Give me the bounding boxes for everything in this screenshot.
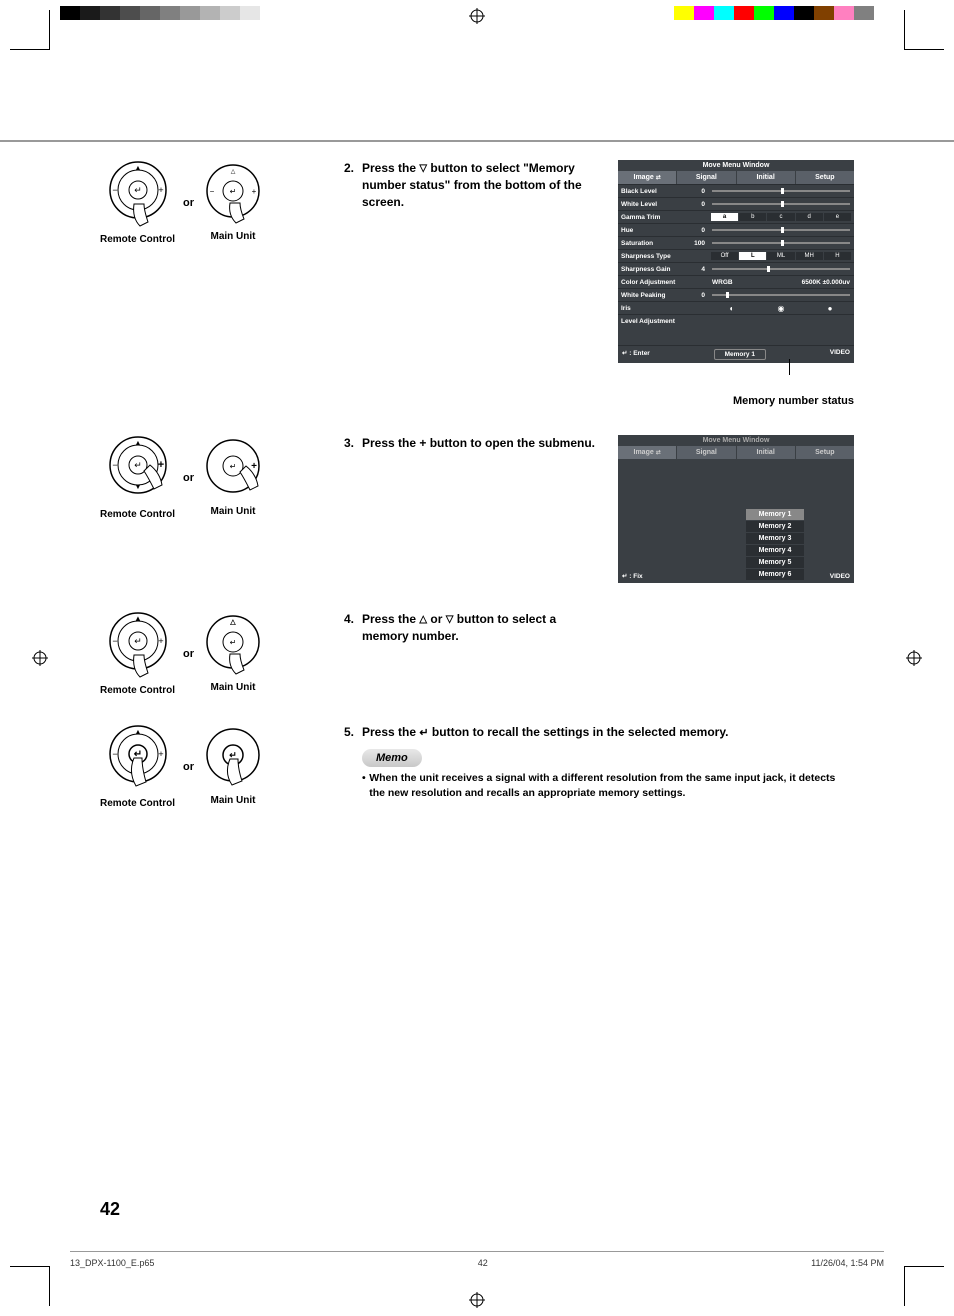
- osd-memory-submenu: Move Menu WindowImage ⇄SignalInitialSetu…: [618, 435, 854, 583]
- remote-control-icon: ▲ ▼ − + ↵: [104, 724, 172, 792]
- svg-text:−: −: [210, 187, 215, 196]
- svg-text:+: +: [158, 185, 163, 195]
- main-unit-icon: ↵: [202, 727, 264, 789]
- controls-step4: ▲ ▼ − + ↵ Remote Control or △ ▽ ↵: [100, 611, 340, 696]
- or-text: or: [183, 761, 194, 773]
- crop-mark-bl: [10, 1266, 50, 1306]
- svg-text:▲: ▲: [134, 729, 141, 736]
- page-number: 42: [100, 1199, 120, 1220]
- main-unit-label: Main Unit: [202, 506, 264, 517]
- svg-text:△: △: [229, 619, 236, 626]
- svg-text:−: −: [112, 185, 117, 195]
- crop-mark-tl: [10, 10, 50, 50]
- footer-file: 13_DPX-1100_E.p65: [70, 1258, 154, 1268]
- memo-bullet: • When the unit receives a signal with a…: [344, 771, 842, 800]
- crop-mark-br: [904, 1266, 944, 1306]
- svg-text:▲: ▲: [134, 440, 141, 447]
- remote-label: Remote Control: [100, 509, 175, 520]
- main-unit-label: Main Unit: [202, 795, 264, 806]
- main-unit-icon: ↵ +: [202, 438, 264, 500]
- svg-text:+: +: [158, 636, 163, 646]
- or-text: or: [183, 648, 194, 660]
- main-unit-label: Main Unit: [202, 231, 264, 242]
- svg-text:+: +: [252, 187, 257, 196]
- or-text: or: [183, 197, 194, 209]
- controls-step3: ▲ ▼ − + ↵ Remote Control or ↵ + M: [100, 435, 340, 520]
- crop-mark-tr: [904, 10, 944, 50]
- remote-label: Remote Control: [100, 685, 175, 696]
- main-unit-label: Main Unit: [202, 682, 264, 693]
- or-text: or: [183, 472, 194, 484]
- header-rule: [0, 140, 954, 142]
- remote-label: Remote Control: [100, 798, 175, 809]
- svg-text:+: +: [158, 749, 163, 759]
- status-pointer: [618, 363, 854, 377]
- remote-control-icon: ▲ ▼ − + ↵: [104, 160, 172, 228]
- registration-mark-right: [906, 650, 922, 666]
- footer-page: 42: [478, 1258, 488, 1268]
- remote-control-icon: ▲ ▼ − + ↵: [104, 435, 172, 503]
- svg-text:↵: ↵: [230, 462, 237, 471]
- registration-mark-top: [469, 8, 485, 24]
- step4-text: 4. Press the △ or ▽ button to select a m…: [344, 611, 606, 645]
- svg-text:−: −: [112, 749, 117, 759]
- osd-menu-image: Move Menu WindowImage ⇄SignalInitialSetu…: [618, 160, 854, 363]
- registration-mark-left: [32, 650, 48, 666]
- controls-step5: ▲ ▼ − + ↵ Remote Control or ↵ Main Unit: [100, 724, 340, 809]
- remote-label: Remote Control: [100, 234, 175, 245]
- svg-text:↵: ↵: [134, 185, 142, 195]
- step2-text: 2. Press the ▽ button to select "Memory …: [344, 160, 606, 210]
- main-unit-icon: △ ▽ − + ↵: [202, 163, 264, 225]
- remote-control-icon: ▲ ▼ − + ↵: [104, 611, 172, 679]
- svg-text:−: −: [112, 460, 117, 470]
- memo-pill: Memo: [362, 749, 422, 767]
- svg-text:↵: ↵: [134, 460, 142, 470]
- svg-text:+: +: [157, 459, 163, 471]
- controls-step2: ▲ ▼ − + ↵ Remote Control or △ ▽ − +: [100, 160, 340, 245]
- color-bar-grayscale: [60, 6, 280, 20]
- page-footer: 13_DPX-1100_E.p65 42 11/26/04, 1:54 PM: [70, 1251, 884, 1268]
- color-bar-cmyk: [674, 6, 894, 20]
- step5-text: 5. Press the ↵ button to recall the sett…: [344, 724, 842, 741]
- memory-status-label: Memory number status: [618, 395, 854, 407]
- svg-text:▲: ▲: [134, 165, 141, 172]
- svg-text:−: −: [112, 636, 117, 646]
- registration-mark-bottom: [469, 1292, 485, 1308]
- footer-date: 11/26/04, 1:54 PM: [811, 1258, 884, 1268]
- svg-text:▼: ▼: [134, 484, 141, 491]
- svg-text:↵: ↵: [230, 638, 237, 647]
- svg-text:▲: ▲: [134, 614, 142, 623]
- svg-text:↵: ↵: [230, 187, 237, 196]
- svg-text:+: +: [251, 461, 257, 472]
- svg-text:△: △: [231, 169, 236, 175]
- svg-text:↵: ↵: [134, 636, 142, 646]
- main-unit-icon: △ ▽ ↵: [202, 614, 264, 676]
- step3-text: 3. Press the + button to open the submen…: [344, 435, 606, 452]
